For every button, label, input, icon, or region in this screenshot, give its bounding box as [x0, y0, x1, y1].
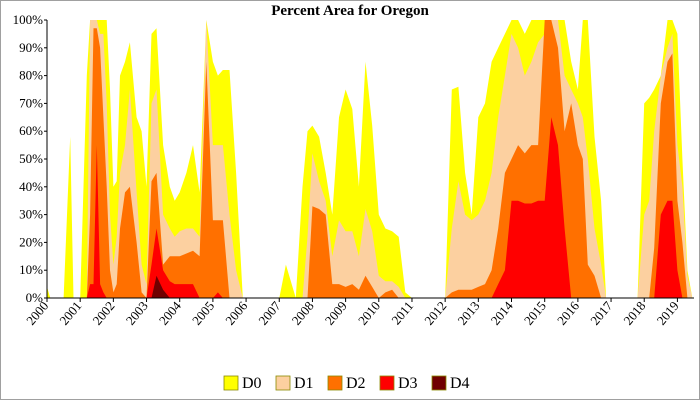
x-tick-label: 2009	[322, 298, 350, 328]
y-tick-label: 80%	[19, 68, 43, 83]
x-tick-label: 2007	[255, 298, 284, 328]
y-tick-label: 40%	[19, 179, 43, 194]
legend-label-d4: D4	[450, 375, 470, 392]
legend-swatch-d0	[223, 375, 239, 391]
y-tick-label: 20%	[19, 234, 43, 249]
legend-swatch-d1	[275, 375, 291, 391]
x-tick-label: 2015	[521, 298, 549, 328]
legend-swatch-d2	[327, 375, 343, 391]
x-tick-labels: 2000 2001 2002 2003 2004 2005 2006 2007 2008 2009…	[23, 298, 682, 328]
y-tick-label: 60%	[19, 123, 43, 138]
legend-label-d1: D1	[294, 375, 314, 392]
x-tick-label: 2011	[388, 298, 416, 327]
chart-title: Percent Area for Oregon	[271, 3, 429, 19]
y-tick-label: 90%	[19, 40, 43, 55]
x-tick-label: 2016	[554, 298, 583, 328]
y-tick-labels: 0% 10% 20% 30% 40% 50% 60% 70% 80% 90% 100%	[13, 12, 47, 305]
y-tick-label: 30%	[19, 207, 43, 222]
y-tick-label: 0%	[26, 290, 44, 305]
y-tick-label: 70%	[19, 95, 43, 110]
x-tick-label: 2002	[89, 298, 117, 328]
x-tick-label: 2012	[421, 298, 449, 328]
x-tick-label: 2003	[123, 298, 151, 328]
x-tick-label: 2005	[189, 298, 217, 328]
y-tick-label: 100%	[13, 12, 44, 27]
x-tick-label: 2019	[654, 298, 682, 328]
series-area-d3	[47, 117, 693, 298]
legend-swatch-d3	[379, 375, 395, 391]
x-tick-label: 2017	[587, 298, 616, 328]
x-tick-label: 2018	[620, 298, 648, 328]
x-tick-label: 2014	[488, 298, 517, 328]
x-tick-label: 2004	[156, 298, 185, 328]
y-tick-label: 50%	[19, 151, 43, 166]
x-tick-label: 2013	[454, 298, 482, 328]
x-tick-label: 2006	[222, 298, 251, 328]
y-tick-label: 10%	[19, 262, 43, 277]
legend-swatch-d4	[431, 375, 447, 391]
x-tick-label: 2001	[56, 298, 84, 328]
legend-label-d2: D2	[346, 375, 366, 392]
series-layer	[47, 20, 693, 298]
x-tick-label: 2010	[355, 298, 383, 328]
x-tick-label: 2008	[289, 298, 317, 328]
legend-label-d3: D3	[398, 375, 418, 392]
legend-label-d0: D0	[242, 375, 262, 392]
legend: D0 D1 D2 D3 D4	[223, 375, 470, 392]
